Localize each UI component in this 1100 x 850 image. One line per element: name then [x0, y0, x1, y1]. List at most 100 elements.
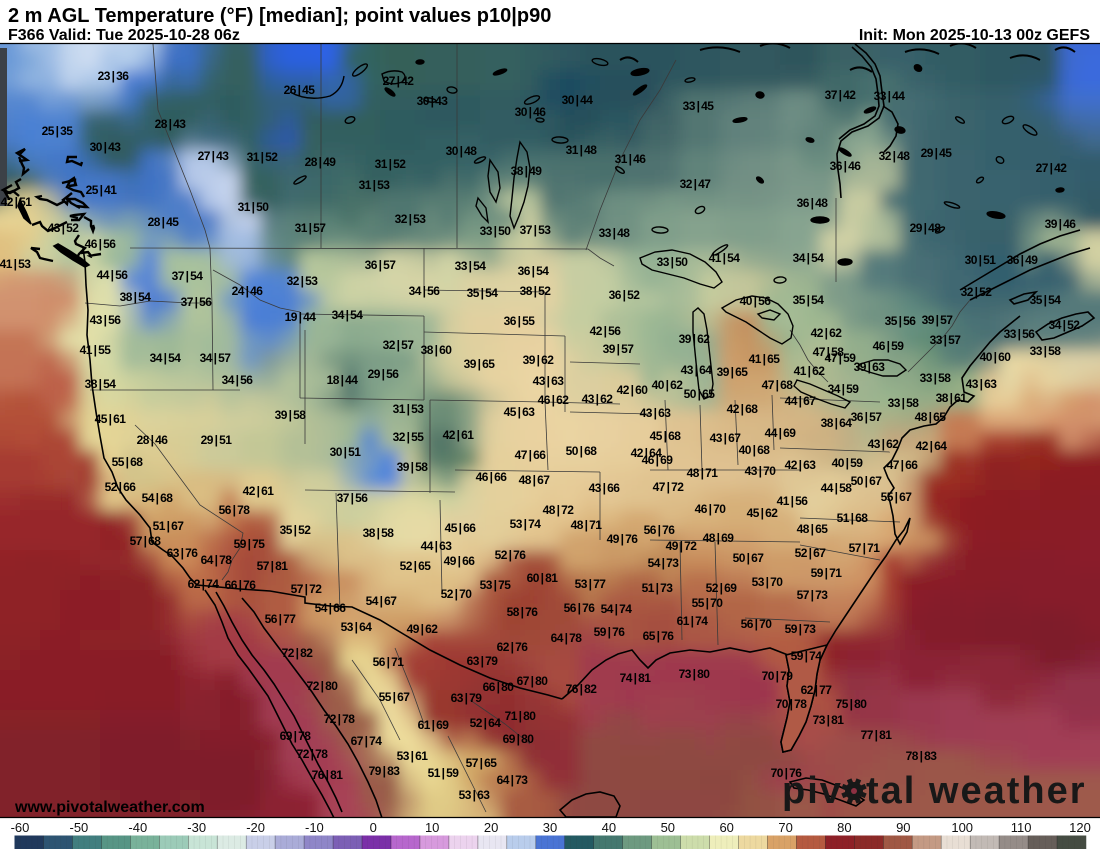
svg-text:77 | 81: 77 | 81	[861, 728, 893, 742]
svg-text:38 | 64: 38 | 64	[821, 416, 853, 430]
svg-text:-40: -40	[128, 820, 147, 835]
svg-text:52 | 64: 52 | 64	[470, 716, 502, 730]
svg-text:27 | 43: 27 | 43	[198, 149, 230, 163]
svg-text:43 | 67: 43 | 67	[710, 431, 742, 445]
svg-text:31 | 52: 31 | 52	[375, 157, 407, 171]
svg-text:52 | 69: 52 | 69	[706, 581, 738, 595]
svg-text:45 | 61: 45 | 61	[95, 412, 127, 426]
svg-text:37 | 53: 37 | 53	[520, 223, 552, 237]
svg-text:35 | 54: 35 | 54	[467, 286, 499, 300]
svg-text:100: 100	[951, 820, 973, 835]
svg-text:46 | 62: 46 | 62	[538, 393, 570, 407]
svg-text:33 | 45: 33 | 45	[683, 99, 715, 113]
svg-text:64 | 73: 64 | 73	[497, 773, 529, 787]
svg-text:46 | 70: 46 | 70	[695, 502, 727, 516]
svg-text:28 | 49: 28 | 49	[305, 155, 337, 169]
svg-text:41 | 62: 41 | 62	[794, 364, 826, 378]
svg-text:50 | 65: 50 | 65	[684, 387, 716, 401]
svg-text:36 | 48: 36 | 48	[797, 196, 829, 210]
svg-text:72 | 78: 72 | 78	[324, 712, 356, 726]
svg-text:41 | 56: 41 | 56	[777, 494, 809, 508]
svg-text:-30: -30	[187, 820, 206, 835]
svg-text:44 | 58: 44 | 58	[821, 481, 853, 495]
svg-text:64 | 78: 64 | 78	[201, 553, 233, 567]
svg-text:48 | 71: 48 | 71	[687, 466, 719, 480]
svg-text:51 | 68: 51 | 68	[837, 511, 869, 525]
svg-text:37 | 56: 37 | 56	[181, 295, 213, 309]
svg-text:35 | 56: 35 | 56	[885, 314, 917, 328]
svg-text:55 | 67: 55 | 67	[881, 490, 913, 504]
svg-text:piv: piv	[782, 770, 843, 812]
svg-text:43 | 63: 43 | 63	[966, 377, 998, 391]
svg-text:28 | 45: 28 | 45	[148, 215, 180, 229]
svg-text:72 | 80: 72 | 80	[307, 679, 339, 693]
svg-text:60 | 81: 60 | 81	[527, 571, 559, 585]
svg-text:31 | 46: 31 | 46	[615, 152, 647, 166]
svg-text:34 | 54: 34 | 54	[332, 308, 364, 322]
svg-text:78 | 83: 78 | 83	[906, 749, 938, 763]
svg-text:40 | 68: 40 | 68	[739, 443, 771, 457]
svg-text:63 | 79: 63 | 79	[467, 654, 499, 668]
svg-text:67 | 74: 67 | 74	[351, 734, 383, 748]
svg-text:56 | 71: 56 | 71	[373, 655, 405, 669]
svg-text:62 | 74: 62 | 74	[188, 577, 220, 591]
svg-text:41 | 53: 41 | 53	[0, 257, 31, 271]
svg-text:66 | 76: 66 | 76	[225, 578, 257, 592]
svg-text:39 | 58: 39 | 58	[397, 460, 429, 474]
svg-text:29 | 51: 29 | 51	[201, 433, 233, 447]
svg-text:33 | 44: 33 | 44	[874, 89, 906, 103]
svg-text:75 | 80: 75 | 80	[836, 697, 868, 711]
svg-text:39 | 57: 39 | 57	[922, 313, 954, 327]
svg-text:43 | 62: 43 | 62	[868, 437, 900, 451]
svg-text:120: 120	[1069, 820, 1091, 835]
svg-text:54 | 67: 54 | 67	[366, 594, 398, 608]
svg-text:33 | 58: 33 | 58	[1030, 344, 1062, 358]
svg-text:55 | 68: 55 | 68	[112, 455, 144, 469]
svg-text:38 | 49: 38 | 49	[511, 164, 543, 178]
svg-text:33 | 56: 33 | 56	[1004, 327, 1036, 341]
svg-text:50: 50	[661, 820, 675, 835]
svg-text:37 | 56: 37 | 56	[337, 491, 369, 505]
svg-text:39 | 62: 39 | 62	[523, 353, 555, 367]
svg-text:41 | 55: 41 | 55	[80, 343, 112, 357]
svg-text:52 | 76: 52 | 76	[495, 548, 527, 562]
svg-text:39 | 46: 39 | 46	[1045, 217, 1077, 231]
svg-text:43 | 63: 43 | 63	[533, 374, 565, 388]
svg-text:43 | 52: 43 | 52	[48, 221, 80, 235]
svg-text:30 | 48: 30 | 48	[446, 144, 478, 158]
svg-text:34 | 56: 34 | 56	[222, 373, 254, 387]
svg-text:40 | 59: 40 | 59	[832, 456, 864, 470]
svg-text:34 | 57: 34 | 57	[200, 351, 232, 365]
svg-text:47 | 68: 47 | 68	[762, 378, 794, 392]
svg-text:53 | 77: 53 | 77	[575, 577, 607, 591]
svg-text:42 | 64: 42 | 64	[916, 439, 948, 453]
svg-text:62 | 76: 62 | 76	[497, 640, 529, 654]
svg-text:36 | 46: 36 | 46	[830, 159, 862, 173]
svg-text:24 | 46: 24 | 46	[232, 284, 264, 298]
svg-text:43 | 62: 43 | 62	[582, 392, 614, 406]
svg-text:36 | 49: 36 | 49	[1007, 253, 1039, 267]
svg-text:39 | 58: 39 | 58	[275, 408, 307, 422]
svg-text:32 | 53: 32 | 53	[287, 274, 319, 288]
svg-text:42 | 56: 42 | 56	[590, 324, 622, 338]
svg-text:41 | 54: 41 | 54	[709, 251, 741, 265]
svg-text:55 | 70: 55 | 70	[692, 596, 724, 610]
svg-text:57 | 68: 57 | 68	[130, 534, 162, 548]
svg-text:46 | 66: 46 | 66	[476, 470, 508, 484]
svg-text:F366 Valid: Tue 2025-10-28 06z: F366 Valid: Tue 2025-10-28 06z	[8, 27, 240, 44]
svg-text:33 | 48: 33 | 48	[599, 226, 631, 240]
svg-text:45 | 68: 45 | 68	[650, 429, 682, 443]
svg-text:33 | 57: 33 | 57	[930, 333, 962, 347]
svg-text:33 | 58: 33 | 58	[920, 371, 952, 385]
svg-text:44 | 63: 44 | 63	[421, 539, 453, 553]
svg-text:79 | 83: 79 | 83	[369, 764, 401, 778]
svg-text:25 | 41: 25 | 41	[86, 183, 118, 197]
svg-text:57 | 81: 57 | 81	[257, 559, 289, 573]
svg-text:30 | 46: 30 | 46	[515, 105, 547, 119]
svg-text:46 | 56: 46 | 56	[85, 237, 117, 251]
svg-text:37 | 42: 37 | 42	[825, 88, 857, 102]
svg-text:45 | 62: 45 | 62	[747, 506, 779, 520]
svg-text:53 | 61: 53 | 61	[397, 749, 429, 763]
svg-text:59 | 71: 59 | 71	[811, 566, 843, 580]
svg-text:59 | 75: 59 | 75	[234, 537, 266, 551]
